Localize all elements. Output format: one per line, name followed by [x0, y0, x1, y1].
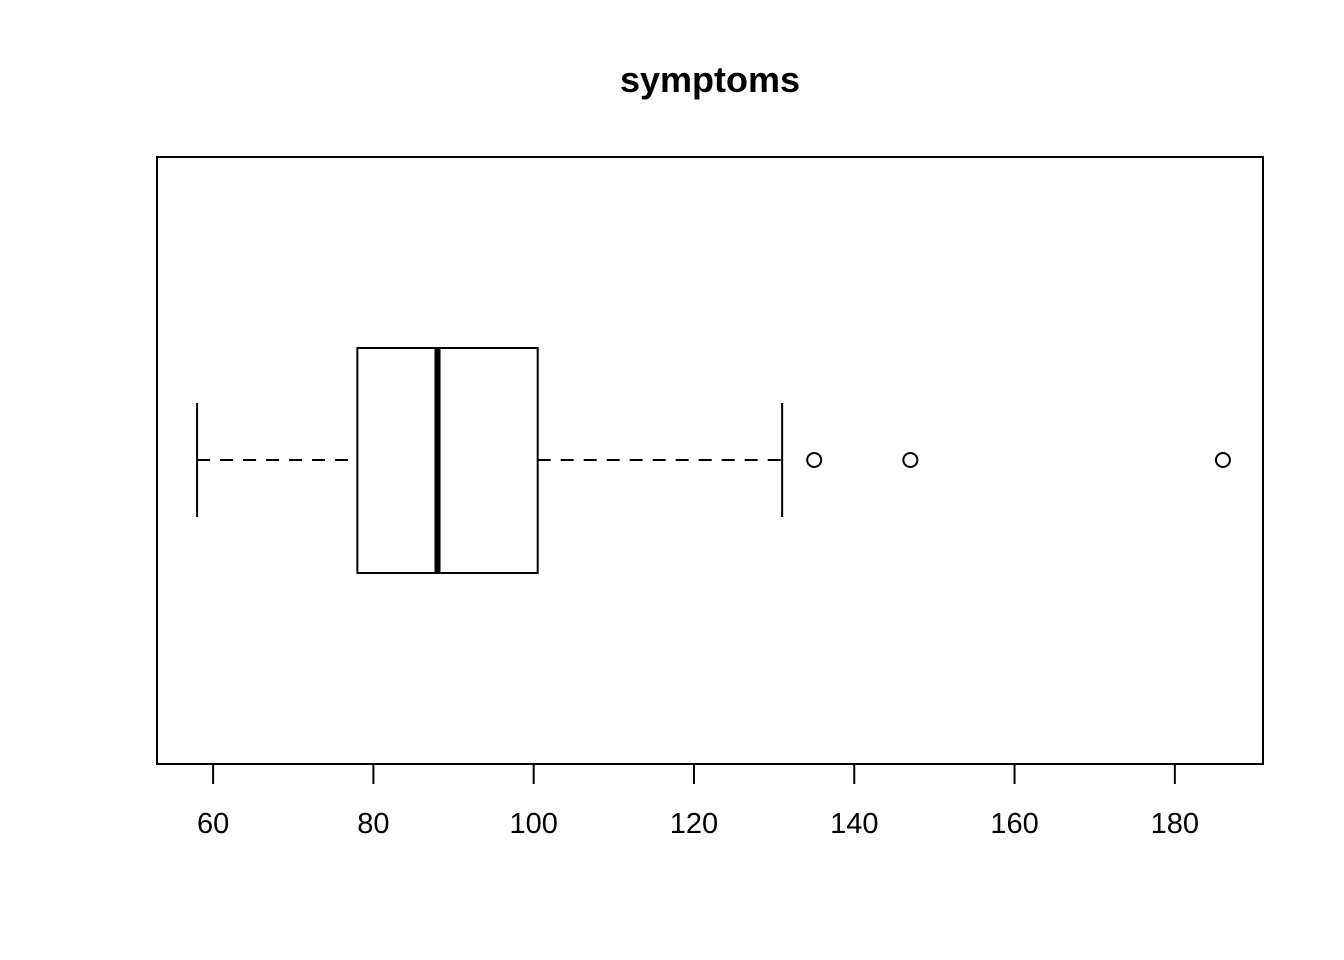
- x-tick-label-5: 160: [990, 808, 1038, 840]
- x-tick-label-6: 180: [1151, 808, 1199, 840]
- chart-title: symptoms: [620, 59, 800, 100]
- outlier-point-1: [902, 452, 919, 468]
- x-tick-label-2: 100: [509, 808, 557, 840]
- outlier-point-2: [1214, 452, 1231, 468]
- outlier-point-0: [806, 452, 823, 468]
- x-axis: 60 80 100 120 140 160 180: [197, 763, 1199, 840]
- x-tick-label-1: 80: [357, 808, 389, 840]
- boxplot: [196, 347, 1231, 574]
- x-tick-label-0: 60: [197, 808, 229, 840]
- iqr-box: [356, 347, 539, 574]
- x-tick-label-4: 140: [830, 808, 878, 840]
- x-tick-label-3: 120: [670, 808, 718, 840]
